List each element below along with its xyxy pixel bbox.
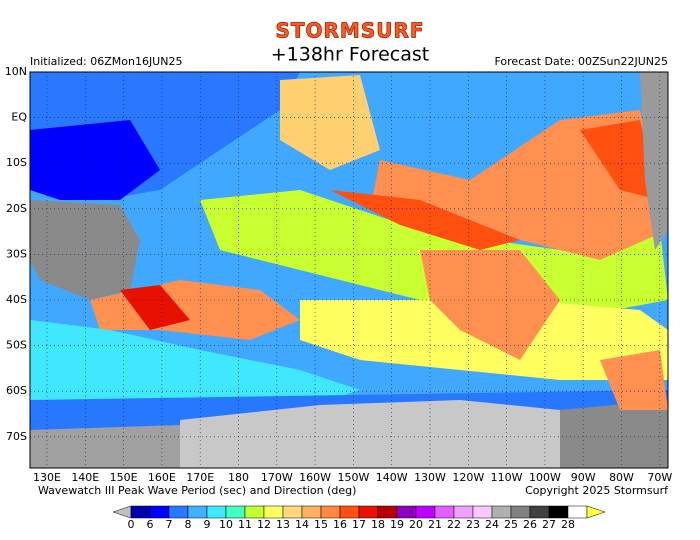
lon-label: 90W — [571, 471, 596, 484]
colorbar-label: 13 — [276, 518, 290, 531]
lon-label: 130W — [414, 471, 446, 484]
colorbar-label: 25 — [504, 518, 518, 531]
colorbar-box — [263, 505, 284, 519]
colorbar-box — [434, 505, 455, 519]
lon-label: 140W — [376, 471, 408, 484]
copyright: Copyright 2025 Stormsurf — [525, 484, 669, 497]
colorbar-box — [567, 505, 588, 519]
forecast-date: Forecast Date: 00ZSun22JUN25 — [494, 55, 668, 68]
colorbar-label: 24 — [485, 518, 499, 531]
colorbar-box — [320, 505, 341, 519]
map-frame — [29, 71, 669, 469]
lon-label: 140E — [71, 471, 99, 484]
colorbar-box — [453, 505, 474, 519]
lat-label: 70S — [6, 430, 27, 443]
initialized: Initialized: 06ZMon16JUN25 — [30, 55, 182, 68]
colorbar-label: 7 — [166, 518, 173, 531]
colorbar-box — [358, 505, 379, 519]
lon-label: 70W — [647, 471, 672, 484]
colorbar-label: 21 — [428, 518, 442, 531]
colorbar-label: 12 — [257, 518, 271, 531]
colorbar-label: 8 — [185, 518, 192, 531]
colorbar-box — [491, 505, 512, 519]
colorbar-label: 20 — [409, 518, 423, 531]
lon-label: 170W — [261, 471, 293, 484]
lon-label: 100W — [529, 471, 561, 484]
colorbar-label: 16 — [333, 518, 347, 531]
lat-label: 40S — [6, 293, 27, 306]
colorbar-box — [529, 505, 550, 519]
colorbar-label: 11 — [238, 518, 252, 531]
caption: Wavewatch III Peak Wave Period (sec) and… — [38, 484, 356, 497]
colorbar-box — [282, 505, 303, 519]
colorbar-label: 19 — [390, 518, 404, 531]
lat-label: EQ — [11, 111, 27, 124]
colorbar-label: 15 — [314, 518, 328, 531]
colorbar-label: 23 — [466, 518, 480, 531]
lon-label: 130E — [33, 471, 61, 484]
colorbar-box — [206, 505, 227, 519]
colorbar-box — [548, 505, 569, 519]
lon-label: 80W — [609, 471, 634, 484]
colorbar-box — [415, 505, 436, 519]
logo: STORMSURF — [275, 19, 424, 43]
colorbar-box — [130, 505, 151, 519]
lat-label: 20S — [6, 202, 27, 215]
lon-label: 150W — [337, 471, 369, 484]
colorbar-box — [225, 505, 246, 519]
colorbar-box — [472, 505, 493, 519]
lat-label: 30S — [6, 247, 27, 260]
colorbar-label: 10 — [219, 518, 233, 531]
colorbar-label: 17 — [352, 518, 366, 531]
lon-label: 160E — [148, 471, 176, 484]
lon-label: 110W — [491, 471, 523, 484]
lat-label: 50S — [6, 339, 27, 352]
map — [30, 72, 668, 468]
colorbar-arrow — [586, 505, 606, 519]
lat-label: 10S — [6, 156, 27, 169]
colorbar-label: 0 — [128, 518, 135, 531]
colorbar-box — [244, 505, 265, 519]
colorbar-box — [510, 505, 531, 519]
colorbar-box — [339, 505, 360, 519]
colorbar-label: 9 — [204, 518, 211, 531]
colorbar-arrow — [112, 505, 132, 519]
title: +138hr Forecast — [271, 44, 429, 66]
colorbar-label: 18 — [371, 518, 385, 531]
lat-label: 60S — [6, 384, 27, 397]
colorbar-box — [149, 505, 170, 519]
lon-label: 170E — [186, 471, 214, 484]
colorbar-box — [377, 505, 398, 519]
lon-label: 180 — [228, 471, 249, 484]
colorbar-box — [396, 505, 417, 519]
colorbar-label: 27 — [542, 518, 556, 531]
lon-label: 150E — [110, 471, 138, 484]
colorbar-box — [301, 505, 322, 519]
colorbar-label: 28 — [561, 518, 575, 531]
lon-label: 120W — [452, 471, 484, 484]
colorbar-box — [168, 505, 189, 519]
colorbar-box — [187, 505, 208, 519]
lon-label: 160W — [299, 471, 331, 484]
colorbar-label: 26 — [523, 518, 537, 531]
lat-label: 10N — [5, 65, 27, 78]
colorbar-label: 22 — [447, 518, 461, 531]
colorbar-label: 14 — [295, 518, 309, 531]
colorbar-label: 6 — [147, 518, 154, 531]
